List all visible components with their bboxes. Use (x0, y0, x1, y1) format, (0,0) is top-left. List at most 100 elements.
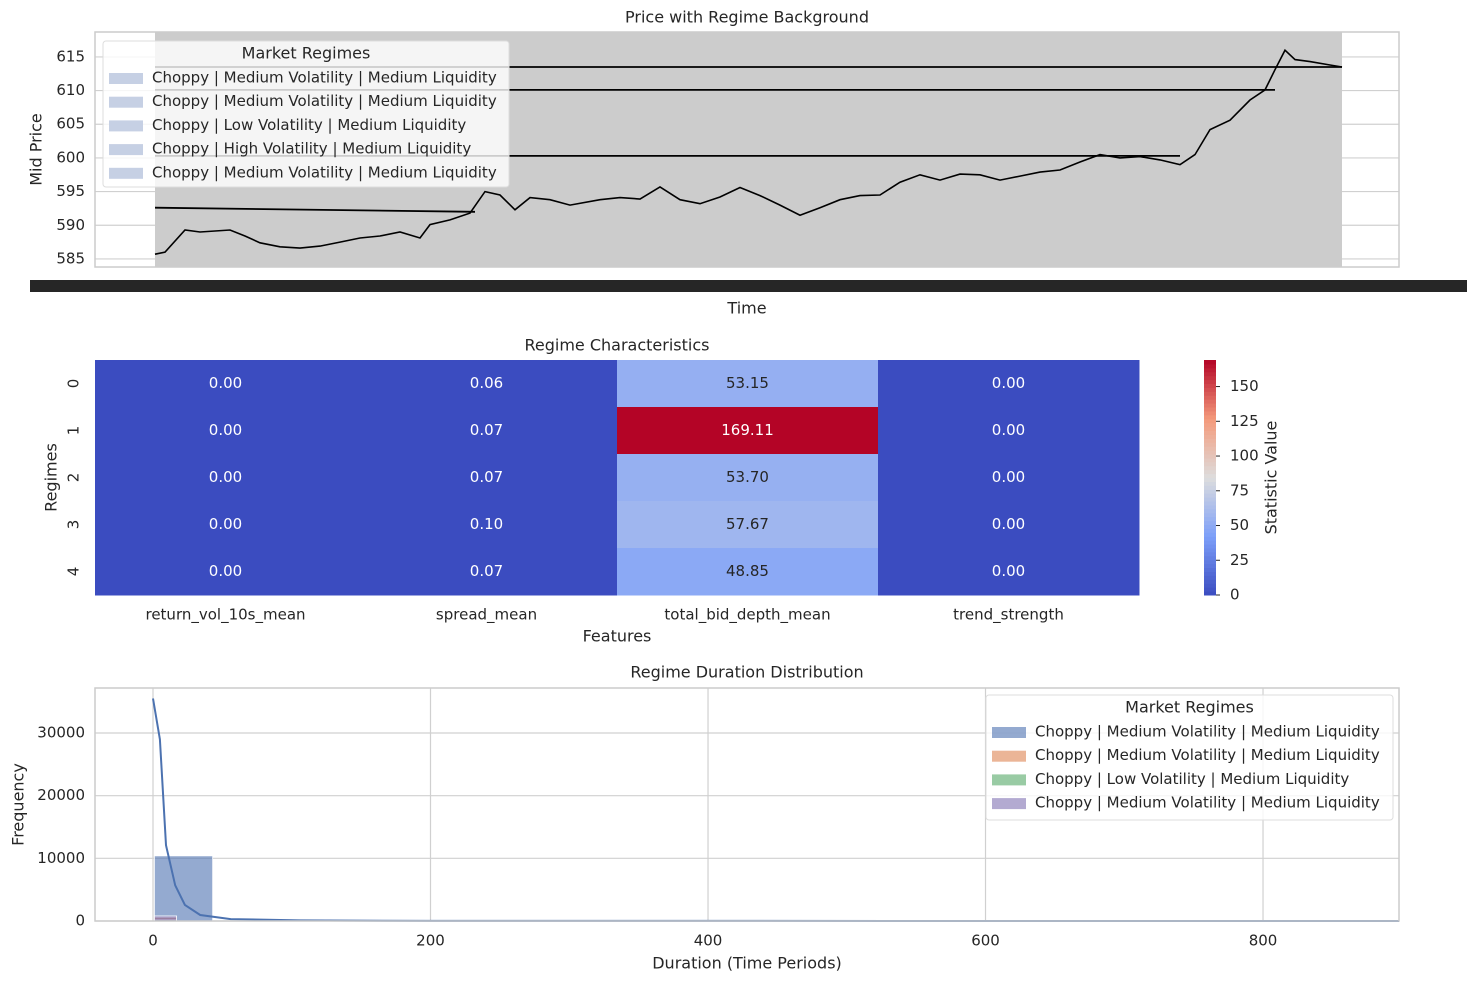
colorbar-segment (1204, 559, 1216, 565)
histogram-bar (153, 855, 214, 922)
colorbar-segment (1204, 438, 1216, 443)
heatmap-cell (878, 501, 1140, 549)
price-line (154, 206, 476, 213)
colorbar-segment (1204, 501, 1216, 506)
colorbar-segment (1204, 591, 1216, 596)
y-tick-label: 595 (56, 182, 85, 200)
cell-label: 0.00 (209, 468, 242, 486)
colorbar-segment (1204, 379, 1216, 384)
cell-label: 48.85 (726, 562, 769, 580)
heatmap-cell (617, 360, 879, 408)
colorbar-segment (1204, 551, 1216, 557)
colorbar-segment (1204, 457, 1216, 463)
y-tick-label: 0 (75, 912, 85, 930)
colorbar-segment (1204, 387, 1216, 392)
colorbar-tick-label: 75 (1230, 481, 1249, 499)
colorbar-segment (1204, 520, 1216, 525)
colorbar-segment (1204, 587, 1216, 592)
colorbar-segment (1204, 430, 1216, 435)
x-tick-label: 200 (416, 932, 445, 950)
colorbar-segment (1204, 461, 1216, 467)
colorbar-segment (1204, 571, 1216, 576)
colorbar-segment (1204, 371, 1216, 377)
colorbar-segment (1204, 410, 1216, 416)
x-tick-label: trend_strength (953, 606, 1064, 625)
legend-label: Choppy | Medium Volatility | Medium Liqu… (152, 163, 497, 181)
heatmap-cell (356, 501, 618, 549)
legend-box (102, 40, 510, 188)
colorbar-segment (1204, 524, 1216, 529)
colorbar-segment (1204, 567, 1216, 572)
cell-label: 0.00 (209, 374, 242, 392)
legend-label: Choppy | Medium Volatility | Medium Liqu… (152, 92, 497, 110)
colorbar-segment (1204, 407, 1216, 412)
y-tick-label: 615 (56, 47, 85, 65)
legend-swatch (992, 798, 1026, 810)
colorbar-segment (1204, 544, 1216, 549)
colorbar-segment (1204, 446, 1216, 451)
heatmap-cell (878, 407, 1140, 455)
colorbar-segment (1204, 426, 1216, 431)
colorbar-segment (1204, 363, 1216, 369)
cell-label: 53.70 (726, 468, 769, 486)
colorbar-segment (1204, 485, 1216, 490)
colorbar-segment (1204, 516, 1216, 522)
y-axis-label: Frequency (9, 763, 28, 846)
colorbar-segment (1204, 497, 1216, 502)
heatmap-cell (617, 501, 879, 549)
colorbar-segment (1204, 469, 1216, 475)
colorbar-segment (1204, 481, 1216, 486)
cell-label: 0.07 (470, 562, 503, 580)
legend-label: Choppy | Medium Volatility | Medium Liqu… (152, 69, 497, 87)
legend-swatch (992, 727, 1026, 738)
y-tick-label: 20000 (37, 786, 85, 804)
colorbar-segment (1204, 540, 1216, 545)
legend-swatch (109, 120, 143, 132)
colorbar-segment (1204, 442, 1216, 447)
chart-title: Regime Duration Distribution (630, 663, 863, 682)
colorbar-segment (1204, 395, 1216, 400)
colorbar-segment (1204, 548, 1216, 553)
colorbar-segment (1204, 583, 1216, 588)
y-tick-label: 590 (56, 216, 85, 234)
y-tick-label: 4 (65, 567, 83, 577)
heatmap-cell (356, 407, 618, 455)
legend-swatch (109, 73, 143, 84)
colorbar-segment (1204, 489, 1216, 494)
legend-title: Market Regimes (242, 44, 371, 63)
heatmap-cell (95, 501, 357, 549)
cell-label: 0.00 (992, 421, 1025, 439)
y-tick-label: 1 (65, 426, 83, 436)
y-tick-label: 610 (56, 81, 85, 99)
colorbar-segment (1204, 418, 1216, 424)
cell-label: 0.00 (992, 374, 1025, 392)
heatmap-cell (95, 548, 357, 596)
colorbar-segment (1204, 403, 1216, 408)
y-tick-label: 10000 (37, 849, 85, 867)
colorbar-segment (1204, 512, 1216, 518)
colorbar-tick-label: 25 (1230, 551, 1249, 569)
x-tick-label: 400 (694, 932, 723, 950)
legend-swatch (109, 144, 143, 156)
x-axis-label: Features (583, 627, 652, 646)
legend-swatch (109, 167, 143, 179)
colorbar-segment (1204, 399, 1216, 404)
x-tick-label: total_bid_depth_mean (664, 606, 830, 625)
colorbar-segment (1204, 367, 1216, 373)
colorbar-segment (1204, 477, 1216, 482)
cell-label: 57.67 (726, 515, 769, 533)
colorbar-segment (1204, 434, 1216, 439)
heatmap-cell (95, 454, 357, 502)
colorbar-segment (1204, 555, 1216, 561)
y-axis-label: Regimes (42, 443, 61, 512)
cell-label: 0.00 (209, 515, 242, 533)
cell-label: 0.10 (470, 515, 503, 533)
cell-label: 0.00 (992, 562, 1025, 580)
colorbar-segment (1204, 473, 1216, 478)
colorbar-segment (1204, 536, 1216, 541)
heatmap-cell (878, 548, 1140, 596)
colorbar-segment (1204, 563, 1216, 569)
legend-label: Choppy | Medium Volatility | Medium Liqu… (1035, 723, 1380, 741)
legend-label: Choppy | Low Volatility | Medium Liquidi… (152, 116, 466, 134)
cell-label: 0.00 (209, 562, 242, 580)
